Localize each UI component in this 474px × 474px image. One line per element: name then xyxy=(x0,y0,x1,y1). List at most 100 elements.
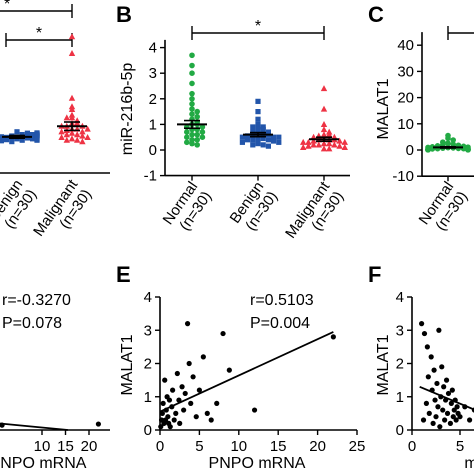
panel-a-point xyxy=(0,134,4,140)
panel-a-sig-2: * xyxy=(36,25,42,42)
panel-f-point xyxy=(447,420,453,426)
panel-b-point xyxy=(276,134,282,140)
panel-e-point xyxy=(226,367,232,373)
panel-a-point xyxy=(9,139,15,145)
panel-b-point xyxy=(310,137,317,144)
panel-b-y-axis-label: miR-216b-5p xyxy=(119,63,136,156)
panel-b-point xyxy=(194,136,200,143)
panel-f-point xyxy=(426,410,432,416)
panel-f-x-tick-label: 5 xyxy=(456,438,464,455)
panel-a-point xyxy=(34,134,40,140)
panel-b-x-tick-label: Benign(n=30) xyxy=(227,179,282,237)
panel-a-point xyxy=(58,134,65,140)
panel-e-marks xyxy=(158,321,336,430)
panel-b-point xyxy=(189,131,195,138)
panel-f-point xyxy=(423,400,429,406)
panel-b-point xyxy=(310,141,317,148)
panel-d-point xyxy=(95,421,101,427)
panel-c-x-tick-labels: Normal(n=30) xyxy=(416,179,472,234)
panel-b-point xyxy=(265,143,271,149)
panel-d-x-tick-label: 20 xyxy=(81,438,98,455)
panel-c-y-tick-label: 0 xyxy=(406,142,414,159)
panel-label-c: C xyxy=(368,2,384,27)
panel-f-x-tick-label: 0 xyxy=(408,438,416,455)
panel-a-x-tick-labels: Benign(n=30)Malignant(n=30) xyxy=(0,176,96,249)
panel-b-point xyxy=(189,70,195,76)
panel-e-point xyxy=(188,400,194,406)
panel-e-regression-line xyxy=(159,331,334,413)
panel-a-point xyxy=(68,33,76,40)
panel-a-point xyxy=(30,132,36,138)
panel-e-point xyxy=(165,414,171,420)
panel-e-point xyxy=(330,334,336,340)
panel-e-point xyxy=(182,390,188,397)
panel-f-point xyxy=(444,410,451,416)
panel-d-x-axis-label: PNPO mRNA xyxy=(0,455,87,472)
panel-a-x-tick-label: Malignant(n=30) xyxy=(30,176,96,249)
panel-a-point xyxy=(24,135,30,141)
panel-e-point xyxy=(158,424,164,430)
panel-e-axes: 0 1 2 3 4 0 5 10 15 20 25 xyxy=(144,289,366,455)
panel-f-point xyxy=(421,330,428,337)
panel-d-marks xyxy=(0,421,101,431)
panel-e-point xyxy=(166,397,173,403)
panel-a-point xyxy=(68,103,76,110)
panel-a-point xyxy=(79,132,86,139)
panel-f-y-tick-label: 3 xyxy=(396,322,404,339)
panel-b-y-tick-label: -1 xyxy=(144,168,157,185)
panel-b-point xyxy=(250,124,256,130)
panel-a-point xyxy=(0,138,4,144)
panel-b-point xyxy=(260,142,266,148)
panel-b-point xyxy=(300,138,307,145)
panel-e-point xyxy=(179,384,185,390)
panel-d-x-tick-label: 10 xyxy=(34,438,51,455)
panel-e-point xyxy=(220,330,226,337)
panel-b-axes: -1 0 1 2 3 4 xyxy=(144,40,350,185)
panel-c-y-tick-label: 20 xyxy=(397,90,414,107)
panel-b-point xyxy=(336,137,343,144)
panel-b-point xyxy=(320,145,328,152)
panel-a-point xyxy=(58,128,65,135)
panel-b-y-tick-label: 4 xyxy=(149,40,157,57)
panel-b-point xyxy=(189,106,195,112)
panel-b-point xyxy=(255,135,261,142)
panel-c-point xyxy=(465,147,471,153)
panel-d-stat-r: r=-0.3270 xyxy=(2,292,71,309)
panel-d-axes: 10 15 20 xyxy=(0,429,110,455)
panel-f-point xyxy=(440,407,446,413)
panel-a-point xyxy=(24,130,30,136)
panel-a-point xyxy=(63,114,70,121)
panel-f-regression-line xyxy=(419,385,474,411)
panel-f-point xyxy=(445,390,452,397)
panel-b-y-tick-label: 0 xyxy=(149,142,157,159)
panel-f-point xyxy=(419,321,425,327)
panel-f-point xyxy=(435,404,441,410)
panel-b-point xyxy=(255,116,261,122)
panel-e-x-tick-label: 5 xyxy=(195,438,203,455)
panel-b-point xyxy=(300,144,307,151)
panel-a-point xyxy=(68,94,76,101)
panel-b-point xyxy=(255,109,261,115)
panel-b-point xyxy=(305,142,312,149)
panel-b-point xyxy=(189,136,195,143)
panel-b-point xyxy=(305,138,312,145)
panel-b-point xyxy=(260,135,266,142)
panel-b-point xyxy=(194,131,200,138)
panel-b-point xyxy=(260,126,266,133)
panel-b-point xyxy=(199,124,206,130)
panel-a-significance-bars: * * xyxy=(0,0,73,47)
panel-e-point xyxy=(173,410,179,416)
panel-e-point xyxy=(193,414,199,420)
panel-a-point xyxy=(74,131,81,138)
panel-f-y-tick-label: 4 xyxy=(396,289,404,306)
panel-b-point xyxy=(194,142,200,148)
panel-e-point xyxy=(204,410,210,416)
panel-e-point xyxy=(171,417,177,423)
panel-e-x-tick-label: 0 xyxy=(156,438,164,455)
panel-f-point xyxy=(437,424,443,430)
panel-f-point xyxy=(432,397,438,403)
panel-b-point xyxy=(320,140,328,147)
panel-f-point xyxy=(420,417,427,423)
panel-b-point xyxy=(265,137,271,143)
panel-e-point xyxy=(208,417,214,423)
